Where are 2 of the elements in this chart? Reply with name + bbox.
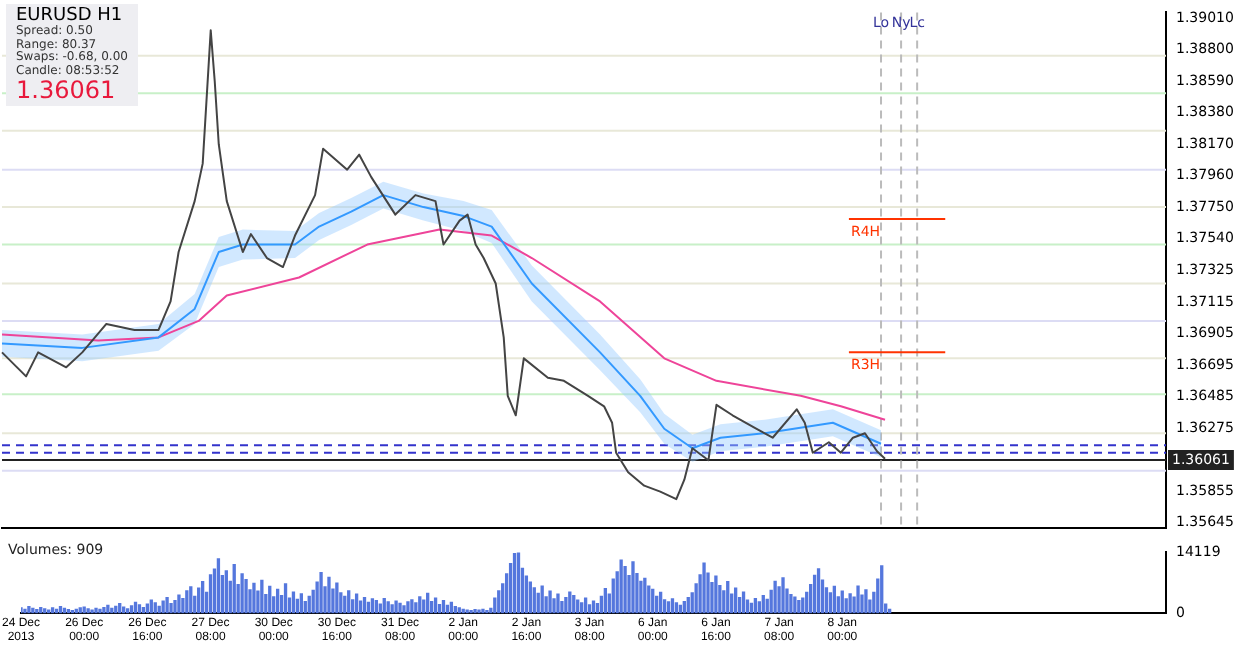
annotation: 1.36061 — [16, 76, 118, 104]
annotation: EURUSD H1 — [16, 6, 125, 26]
